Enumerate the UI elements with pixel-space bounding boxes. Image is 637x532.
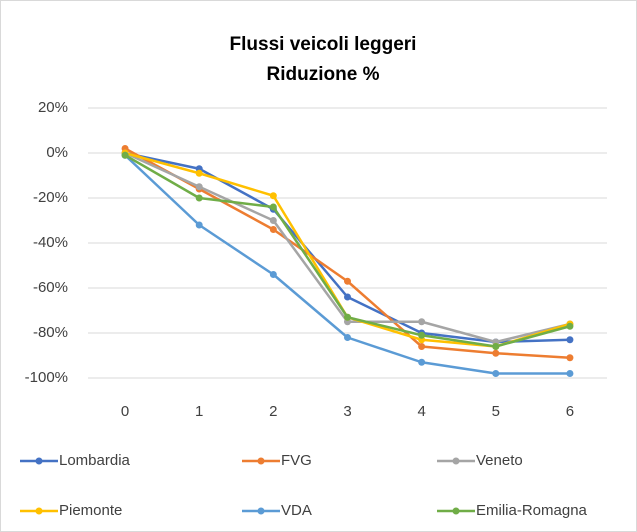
point bbox=[195, 169, 203, 177]
legend-label: Piemonte bbox=[59, 502, 122, 519]
chart-subtitle: Riduzione % bbox=[267, 64, 380, 85]
point bbox=[344, 293, 351, 301]
point bbox=[195, 183, 203, 191]
legend-label: Lombardia bbox=[59, 452, 131, 469]
x-tick-label: 5 bbox=[492, 403, 500, 420]
legend-label: FVG bbox=[281, 452, 312, 469]
point bbox=[121, 151, 129, 159]
legend-marker bbox=[452, 457, 460, 465]
point bbox=[269, 271, 277, 278]
y-tick-label: -20% bbox=[33, 189, 68, 206]
point bbox=[418, 318, 426, 326]
point bbox=[418, 343, 426, 350]
y-tick-label: -80% bbox=[33, 324, 68, 341]
y-tick-label: 0% bbox=[46, 144, 68, 161]
legend-marker bbox=[35, 457, 43, 465]
point bbox=[566, 336, 574, 344]
x-tick-label: 6 bbox=[566, 403, 574, 420]
point bbox=[195, 194, 203, 202]
point bbox=[492, 349, 500, 357]
x-tick-label: 0 bbox=[121, 403, 129, 420]
x-tick-label: 4 bbox=[417, 403, 425, 420]
chart-title: Flussi veicoli leggeri bbox=[230, 34, 417, 55]
point bbox=[418, 331, 426, 339]
point bbox=[269, 192, 277, 200]
point bbox=[269, 203, 277, 211]
y-tick-label: 20% bbox=[38, 99, 68, 116]
legend-marker bbox=[35, 507, 43, 515]
x-tick-label: 3 bbox=[343, 403, 351, 420]
point bbox=[269, 226, 277, 233]
point bbox=[492, 370, 500, 377]
point bbox=[566, 354, 574, 362]
legend-label: Veneto bbox=[476, 452, 523, 469]
legend-marker bbox=[452, 507, 460, 515]
y-tick-label: -100% bbox=[25, 369, 68, 386]
point bbox=[566, 322, 574, 330]
point bbox=[344, 313, 351, 321]
point bbox=[344, 277, 351, 285]
legend-marker bbox=[257, 507, 265, 515]
x-tick-label: 2 bbox=[269, 403, 277, 420]
point bbox=[195, 221, 203, 229]
point bbox=[344, 334, 351, 341]
point bbox=[492, 343, 500, 350]
y-tick-label: -60% bbox=[33, 279, 68, 296]
y-tick-label: -40% bbox=[33, 234, 68, 251]
legend-label: Emilia-Romagna bbox=[476, 502, 588, 519]
x-tick-label: 1 bbox=[195, 403, 203, 420]
point bbox=[566, 370, 574, 377]
point bbox=[269, 217, 277, 224]
legend-marker bbox=[257, 457, 265, 465]
legend-label: VDA bbox=[281, 502, 312, 519]
point bbox=[418, 358, 426, 366]
